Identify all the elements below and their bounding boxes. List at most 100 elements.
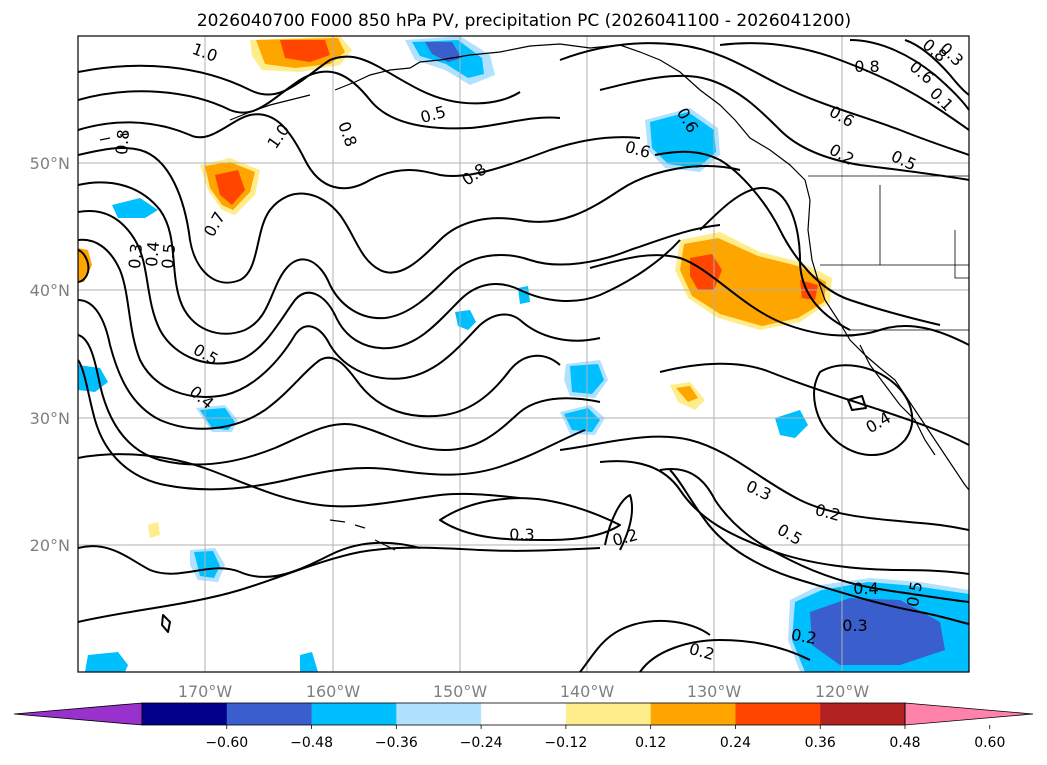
colorbar-tick-label: −0.12	[544, 735, 587, 751]
pv-contour-line	[78, 55, 521, 105]
pv-contour-line	[659, 362, 969, 446]
colorbar-swatch	[565, 703, 652, 725]
pv-contour-line	[654, 150, 941, 326]
pv-contour-line	[719, 42, 969, 131]
precip-shading-region	[148, 522, 160, 538]
precip-shading-region	[215, 170, 245, 205]
precip-shading-region	[85, 652, 128, 672]
precip-shading-region	[850, 615, 920, 652]
contour-label: 0.8	[112, 129, 133, 156]
lat-tick-label: 20°N	[30, 536, 70, 555]
precip-shading-region	[194, 551, 220, 578]
pv-contour-line	[559, 42, 969, 156]
colorbar-tick-label: −0.24	[460, 735, 503, 751]
pv-contour-line	[78, 453, 521, 508]
precip-shading-region	[78, 248, 92, 282]
colorbar-swatch	[650, 703, 736, 725]
contour-label: 0.3	[509, 525, 534, 544]
lon-tick-label: 170°W	[178, 682, 233, 701]
colorbar-swatch	[142, 703, 228, 725]
pv-contour-line	[904, 39, 969, 96]
political-borders	[808, 175, 969, 331]
latitude-axis: 50°N 40°N 30°N 20°N	[30, 154, 70, 555]
colorbar-tick-label: 0.36	[805, 735, 836, 751]
colorbar-tick-label: 0.24	[720, 735, 751, 751]
colorbar-swatch	[396, 703, 482, 725]
precip-shading	[78, 36, 969, 672]
pv-contour-line	[78, 541, 421, 578]
colorbar-extend-low	[13, 702, 143, 726]
pv-contour-line	[849, 39, 969, 111]
lon-tick-label: 140°W	[560, 682, 615, 701]
pv-contour-line	[78, 546, 601, 623]
pv-contour-line	[699, 186, 851, 331]
pv-contour-line	[813, 364, 914, 456]
contour-label: 0.5	[158, 243, 179, 270]
colorbar-swatch	[226, 703, 313, 725]
contour-label: 0.4	[142, 241, 163, 268]
precip-shading-region	[300, 652, 318, 672]
pv-contour-line	[559, 435, 969, 531]
colorbar-tick-label: −0.36	[375, 735, 418, 751]
pv-contour-line	[78, 210, 681, 365]
coastline	[807, 199, 969, 491]
lon-tick-label: 120°W	[815, 682, 870, 701]
precip-shading-region	[425, 42, 462, 62]
pv-contour-line	[579, 619, 711, 672]
colorbar-swatch	[735, 703, 821, 725]
pv-contour-line	[78, 70, 561, 130]
pv-contour-line	[78, 249, 90, 283]
precip-shading-region	[680, 238, 826, 326]
pv-contour-line	[78, 181, 721, 335]
colorbar-swatch	[311, 703, 397, 725]
coastline	[334, 43, 811, 201]
lat-tick-label: 30°N	[30, 409, 70, 428]
pv-contour-line	[439, 497, 621, 541]
lat-tick-label: 40°N	[30, 281, 70, 300]
pv-contour-line	[659, 468, 969, 603]
map-frame	[77, 35, 970, 673]
coastline	[99, 133, 129, 141]
border-line	[820, 185, 969, 279]
coastline	[329, 519, 396, 551]
precip-shading-region	[518, 286, 530, 304]
precip-shading-region	[775, 410, 808, 438]
coastline	[229, 94, 311, 121]
pv-contour-line	[639, 639, 811, 672]
pv-contour-line	[589, 254, 969, 346]
colorbar-extend-high	[904, 702, 1034, 726]
lon-tick-label: 150°W	[433, 682, 488, 701]
contour-label: 0.4	[853, 579, 878, 598]
pv-contour-line	[78, 359, 586, 491]
colorbar-swatch	[820, 703, 906, 725]
pv-contour-line	[847, 395, 867, 411]
precip-shading-region	[676, 386, 698, 402]
colorbar-frame	[141, 702, 906, 726]
pv-contour-line	[599, 74, 969, 181]
colorbar-tick-label: −0.60	[205, 735, 248, 751]
contour-label: 0.2	[790, 625, 818, 648]
longitude-axis: 170°W 160°W 150°W 140°W 130°W 120°W	[178, 682, 870, 701]
lon-tick-label: 130°W	[687, 682, 742, 701]
precip-shading-region	[200, 408, 235, 430]
coastlines	[99, 43, 969, 551]
colorbar-tick-label: 0.12	[635, 735, 666, 751]
colorbar-swatch	[481, 703, 567, 725]
precip-shading-region	[280, 40, 330, 62]
pv-contour-line	[604, 494, 633, 551]
pv-contour-line	[78, 113, 641, 190]
contour-label: 0.3	[125, 243, 146, 270]
contour-label: 0.3	[842, 616, 867, 635]
map-panel: 1.0 0.8 0.5 0.8 1.0 0.8 0.7 0.3 0.4 0.5 …	[77, 35, 970, 673]
pv-contour-line	[78, 299, 561, 430]
pv-contours	[78, 39, 969, 672]
pv-contour-line	[78, 334, 601, 466]
pv-contour-line	[161, 614, 171, 633]
coastline	[859, 344, 936, 456]
colorbar-tick-label: −0.48	[290, 735, 333, 751]
figure-title: 2026040700 F000 850 hPa PV, precipitatio…	[197, 11, 851, 31]
lon-tick-label: 160°W	[306, 682, 361, 701]
precip-shading-region	[564, 408, 600, 432]
colorbar-tick-label: 0.48	[889, 735, 920, 751]
